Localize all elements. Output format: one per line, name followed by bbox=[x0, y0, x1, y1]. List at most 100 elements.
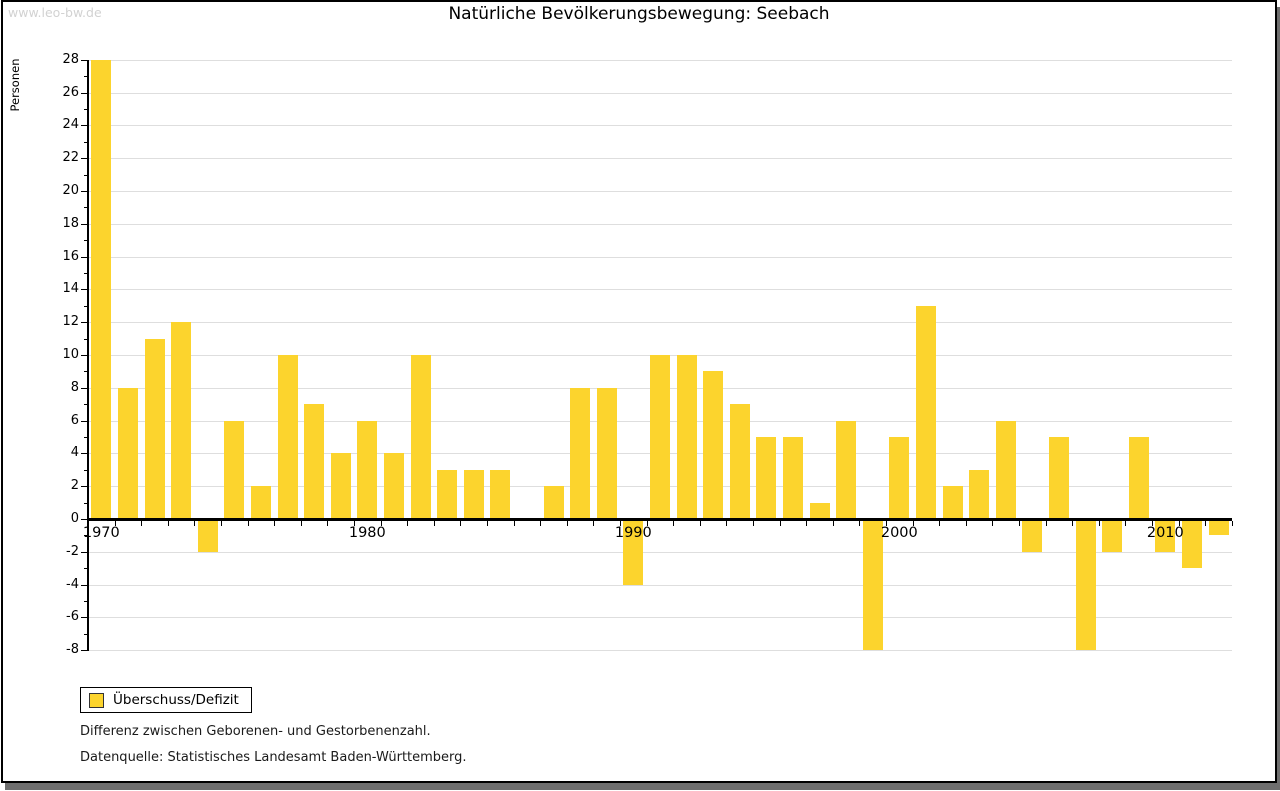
bar-2007 bbox=[1075, 519, 1096, 651]
y-tick--8 bbox=[81, 650, 88, 652]
y-tick-label-0: 0 bbox=[70, 511, 79, 526]
gridline-y-20 bbox=[88, 191, 1232, 192]
x-tick-25 bbox=[753, 520, 754, 526]
bar-1992 bbox=[676, 355, 697, 519]
y-tick-label--4: -4 bbox=[66, 576, 79, 592]
x-tick-32 bbox=[939, 520, 941, 526]
bar-1972 bbox=[144, 338, 165, 519]
x-tick-28 bbox=[832, 520, 834, 526]
bar-1990 bbox=[623, 519, 644, 585]
y-tick-5 bbox=[84, 437, 88, 438]
bar-2001 bbox=[915, 305, 936, 519]
x-tick-33 bbox=[965, 520, 967, 526]
x-tick-16 bbox=[513, 520, 515, 526]
x-tick-label-2010: 2010 bbox=[1146, 525, 1184, 541]
y-tick-15 bbox=[84, 273, 88, 274]
y-tick-label-8: 8 bbox=[70, 379, 79, 395]
gridline-y--6 bbox=[88, 617, 1232, 619]
x-tick-3 bbox=[167, 520, 169, 526]
bar-2004 bbox=[995, 420, 1016, 519]
bar-2003 bbox=[969, 469, 990, 519]
y-tick-20 bbox=[81, 191, 88, 192]
x-tick-11 bbox=[380, 520, 382, 526]
y-tick-4 bbox=[81, 453, 88, 455]
bar-1991 bbox=[649, 355, 670, 519]
bar-1973 bbox=[171, 322, 192, 519]
x-tick-0 bbox=[88, 520, 89, 526]
y-tick--3 bbox=[84, 568, 88, 570]
y-tick-0 bbox=[81, 519, 88, 520]
bar-2005 bbox=[1022, 519, 1043, 552]
bar-1977 bbox=[277, 355, 298, 519]
x-tick-10 bbox=[354, 520, 355, 526]
bar-1993 bbox=[703, 371, 724, 519]
x-tick-18 bbox=[566, 520, 568, 526]
x-tick-31 bbox=[912, 520, 914, 526]
y-tick-label-28: 28 bbox=[62, 51, 79, 67]
y-tick-label-26: 26 bbox=[62, 84, 79, 100]
watermark: www.leo-bw.de bbox=[8, 5, 102, 20]
y-tick--4 bbox=[81, 584, 88, 586]
bar-1983 bbox=[437, 469, 458, 519]
y-tick--6 bbox=[81, 617, 88, 619]
y-tick-11 bbox=[84, 338, 88, 340]
y-tick-13 bbox=[84, 305, 88, 307]
x-tick-42 bbox=[1205, 520, 1207, 526]
legend-label: Überschuss/Defizit bbox=[113, 692, 239, 708]
bar-1989 bbox=[596, 387, 617, 519]
bar-1987 bbox=[543, 486, 564, 519]
gridline-y-18 bbox=[88, 223, 1232, 225]
plot-area: -8 -6 -4 -2 0 2 4 6 8 10 12 14 16 18 20 22 24 26 28 1970 198… bbox=[3, 2, 1275, 781]
gridline-y--4 bbox=[88, 584, 1232, 586]
bar-2002 bbox=[942, 486, 963, 519]
bar-1996 bbox=[782, 437, 803, 519]
x-tick-label-1990: 1990 bbox=[614, 525, 652, 541]
y-tick-9 bbox=[84, 371, 88, 373]
y-tick-label-24: 24 bbox=[62, 117, 79, 133]
y-tick--1 bbox=[84, 535, 88, 537]
y-tick-28 bbox=[81, 59, 88, 61]
bar-2010 bbox=[1155, 519, 1176, 552]
x-tick-15 bbox=[487, 520, 488, 526]
x-tick-12 bbox=[407, 520, 409, 526]
chart-title: Natürliche Bevölkerungsbewegung: Seebach bbox=[448, 4, 830, 24]
bar-1979 bbox=[330, 453, 351, 519]
gridline-y-14 bbox=[88, 289, 1232, 291]
x-tick-4 bbox=[194, 520, 196, 526]
x-tick-5 bbox=[221, 520, 222, 526]
gridline-y-22 bbox=[88, 158, 1232, 160]
y-tick-label-14: 14 bbox=[62, 281, 79, 297]
x-tick-6 bbox=[247, 520, 249, 526]
x-tick-37 bbox=[1072, 520, 1074, 526]
bar-2006 bbox=[1048, 437, 1069, 519]
y-tick-8 bbox=[81, 387, 88, 389]
y-tick-3 bbox=[84, 469, 88, 471]
bar-1999 bbox=[862, 519, 883, 651]
y-tick-22 bbox=[81, 158, 88, 160]
gridline-y--2 bbox=[88, 551, 1232, 553]
legend-color-swatch bbox=[89, 692, 104, 708]
gridline-y-28 bbox=[88, 59, 1232, 61]
x-tick-17 bbox=[540, 520, 542, 526]
bar-2008 bbox=[1102, 519, 1123, 552]
y-tick-26 bbox=[81, 92, 88, 94]
y-tick-17 bbox=[84, 240, 88, 242]
x-tick-35 bbox=[1019, 520, 1020, 526]
x-tick-38 bbox=[1098, 520, 1100, 526]
bar-1997 bbox=[809, 502, 830, 519]
bar-1994 bbox=[729, 404, 750, 519]
y-tick-label--6: -6 bbox=[66, 609, 79, 625]
y-tick-12 bbox=[81, 322, 88, 324]
y-tick-16 bbox=[81, 256, 88, 258]
y-tick-label-22: 22 bbox=[62, 150, 79, 166]
y-tick-label-10: 10 bbox=[62, 347, 79, 362]
gridline-y-24 bbox=[88, 125, 1232, 127]
y-tick-label-16: 16 bbox=[62, 248, 79, 264]
bar-2009 bbox=[1128, 437, 1149, 519]
x-tick-20 bbox=[620, 520, 621, 526]
bar-1984 bbox=[463, 469, 484, 519]
y-axis-line bbox=[87, 59, 89, 652]
x-tick-29 bbox=[859, 520, 861, 526]
x-tick-label-1970: 1970 bbox=[82, 525, 120, 541]
y-tick-24 bbox=[81, 125, 88, 127]
